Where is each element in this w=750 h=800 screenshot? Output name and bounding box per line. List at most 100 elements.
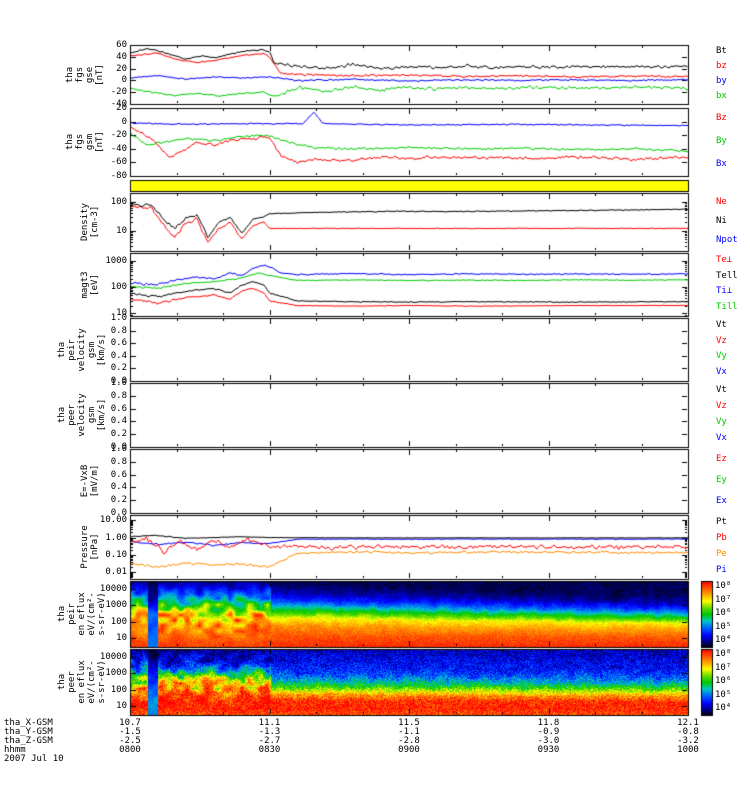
y-tick-label: 0.6: [110, 470, 127, 480]
panel-ylabel: E=-VxB [mV/m]: [80, 464, 101, 498]
y-tick-label: 100: [110, 282, 127, 292]
y-tick-label: 0.0: [110, 508, 127, 518]
axis-tick-value: -1.3: [258, 727, 281, 737]
y-tick-label: 0.0: [110, 442, 127, 452]
panel-ylabel: tha fgs gse [nT]: [64, 63, 105, 86]
axis-tick-value: 11.5: [398, 718, 420, 728]
legend-label: Te⊥: [716, 254, 733, 265]
axis-row-label: tha_Z-GSM: [4, 736, 53, 746]
y-tick-label: 0.01: [105, 567, 127, 577]
legend-label: Vt: [716, 319, 727, 330]
y-tick-label: 0: [121, 117, 127, 127]
axis-tick-value: 11.1: [258, 718, 281, 728]
colorbar-tick-label: 10⁵: [715, 621, 732, 632]
colorbar-tick-label: 10⁸: [715, 649, 732, 659]
axis-tick-value: -3.0: [537, 736, 560, 746]
axis-tick-value: 10.7: [119, 718, 141, 728]
axis-row-label: tha_X-GSM: [4, 718, 53, 728]
panel-ylabel: magt3 [eV]: [80, 270, 101, 299]
axis-tick-value: -2.5: [119, 736, 141, 746]
y-tick-label: 10000: [99, 584, 127, 594]
y-tick-label: 0.4: [110, 482, 127, 492]
axis-row-label: tha_Y-GSM: [4, 727, 53, 737]
axis-tick-value: 0800: [119, 745, 141, 755]
panel-ylabel: Density [cm-3]: [80, 203, 101, 241]
y-tick-label: 0.8: [110, 457, 127, 467]
legend-label: by: [716, 75, 727, 86]
colorbar-tick-label: 10⁵: [715, 689, 732, 700]
legend-label: Till: [716, 302, 738, 313]
y-tick-label: 20: [116, 64, 127, 74]
colorbar-tick-label: 10⁸: [715, 581, 732, 591]
legend-label: Ni: [716, 216, 727, 226]
y-tick-label: -40: [110, 99, 127, 109]
colorbar-tick-label: 10⁶: [715, 608, 732, 618]
axis-tick-value: 0830: [258, 745, 281, 755]
legend-label: Bx: [716, 158, 727, 169]
legend-label: Tell: [716, 270, 738, 281]
colorbar-tick-label: 10⁷: [715, 662, 732, 673]
y-tick-label: -20: [110, 130, 127, 140]
y-tick-label: -80: [110, 171, 127, 181]
y-tick-label: 0.2: [110, 495, 127, 505]
y-tick-label: 0.10: [105, 550, 127, 560]
legend-label: Vy: [716, 351, 727, 362]
y-tick-label: 1.00: [105, 533, 127, 543]
legend-label: Ne: [716, 196, 727, 207]
legend-label: Pe: [716, 549, 727, 559]
legend-label: Pb: [716, 533, 727, 543]
legend-label: Ez: [716, 453, 727, 464]
y-tick-label: 10: [116, 226, 127, 236]
axis-tick-value: -2.7: [258, 736, 281, 746]
y-tick-label: 1000: [105, 668, 127, 678]
y-tick-label: 20: [116, 103, 127, 113]
axis-tick-value: -0.8: [677, 727, 699, 737]
legend-label: Vz: [716, 335, 727, 346]
y-tick-label: 0: [121, 75, 127, 85]
axis-tick-value: 1000: [677, 745, 699, 755]
panel-ylabel: Pressure [nPa]: [80, 525, 101, 569]
legend-label: Vt: [716, 385, 727, 395]
y-tick-label: 10.00: [99, 515, 127, 525]
axis-tick-value: 0930: [537, 745, 560, 755]
y-tick-label: 10: [116, 633, 127, 643]
y-tick-label: 0.4: [110, 351, 127, 361]
colorbar-tick-label: 10⁷: [715, 594, 732, 605]
y-tick-label: 100: [110, 197, 127, 207]
y-tick-label: 1.0: [110, 378, 127, 388]
legend-label: Npot: [716, 235, 738, 246]
y-tick-label: 10: [116, 701, 127, 711]
legend-label: bx: [716, 90, 727, 101]
panel-ylabel: tha peer velocity gsm [km/s]: [57, 393, 107, 437]
panel-ylabel: tha fgs gsm [nT]: [64, 131, 105, 153]
y-tick-label: -40: [110, 144, 127, 154]
y-tick-label: 1000: [105, 256, 127, 266]
legend-label: Ex: [716, 496, 727, 507]
legend-label: Pt: [716, 517, 727, 527]
y-tick-label: 100: [110, 685, 127, 695]
legend-label: Vz: [716, 401, 727, 411]
panel-ylabel: tha peir velocity gsm [km/s]: [57, 327, 107, 372]
y-tick-label: 1.0: [110, 444, 127, 454]
date-label: 2007 Jul 10: [4, 754, 64, 764]
legend-label: Bt: [716, 46, 727, 57]
y-tick-label: 0.8: [110, 391, 127, 401]
legend-label: bz: [716, 61, 727, 72]
axis-tick-value: -0.9: [537, 727, 560, 737]
y-tick-label: 1000: [105, 600, 127, 610]
axis-tick-value: -2.8: [398, 736, 420, 746]
legend-label: By: [716, 136, 727, 146]
axis-tick-value: 11.8: [537, 718, 560, 728]
axis-tick-value: 12.1: [677, 718, 699, 728]
legend-label: Vy: [716, 417, 727, 427]
panel-ylabel: tha peer en eflux eV/(cm²- s-sr-eV): [57, 660, 107, 704]
legend-label: Ti⊥: [716, 286, 733, 297]
y-tick-label: 0.6: [110, 338, 127, 348]
y-tick-label: 1.0: [110, 313, 127, 323]
axis-tick-value: 0900: [398, 745, 420, 755]
panel-ylabel: tha peir en eflux eV/(cm²- s-sr-eV): [57, 592, 107, 636]
y-tick-label: 0.6: [110, 404, 127, 414]
y-tick-label: -60: [110, 157, 127, 167]
